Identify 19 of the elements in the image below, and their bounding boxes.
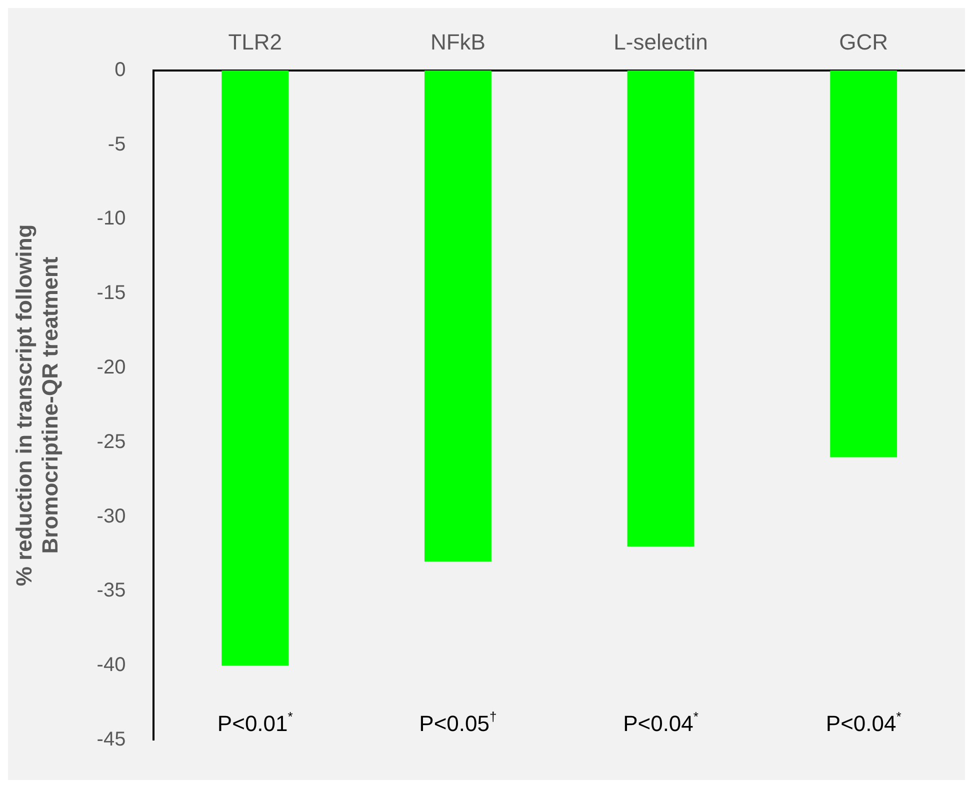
y-tick-label: -40 [96, 654, 126, 676]
y-tick-label: -10 [96, 208, 126, 230]
y-tick-label: -15 [96, 282, 126, 304]
x-tick-label: NFkB [430, 29, 486, 54]
y-tick-label: 0 [114, 58, 126, 81]
annotation: P<0.01* [217, 708, 293, 736]
x-tick-label: L-selectin [614, 29, 708, 54]
y-tick-label: -25 [96, 430, 126, 453]
y-tick-label: -45 [96, 728, 126, 751]
annotation: P<0.04* [826, 708, 902, 736]
annotation: P<0.04* [623, 708, 698, 736]
y-tick-label: -20 [96, 356, 126, 379]
y-tick-label: -5 [108, 133, 126, 156]
annotation: P<0.05† [419, 708, 497, 736]
y-tick-label: -30 [96, 505, 126, 528]
x-tick-label: TLR2 [228, 29, 282, 54]
x-tick-label: GCR [839, 29, 888, 54]
y-axis-title: % reduction in transcript following Bromocriptine-QR treatment [11, 224, 63, 586]
y-tick-label: -35 [96, 580, 126, 602]
